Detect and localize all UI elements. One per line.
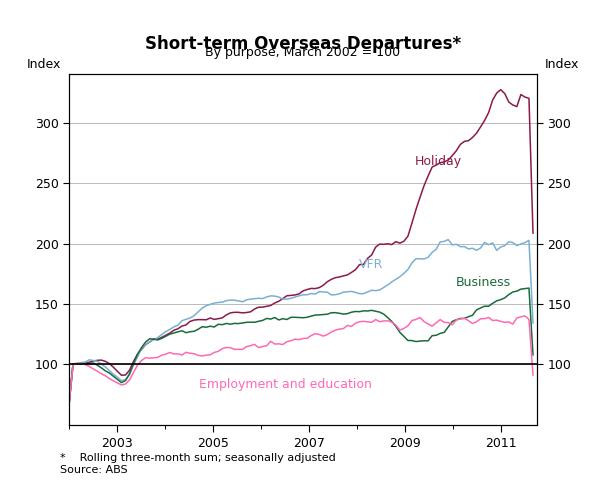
Text: By purpose, March 2002 = 100: By purpose, March 2002 = 100 <box>205 46 401 59</box>
Text: Index: Index <box>545 58 579 71</box>
Text: Business: Business <box>455 276 511 289</box>
Text: Employment and education: Employment and education <box>199 378 371 391</box>
Text: Source: ABS: Source: ABS <box>60 465 128 475</box>
Text: Index: Index <box>27 58 61 71</box>
Text: *    Rolling three-month sum; seasonally adjusted: * Rolling three-month sum; seasonally ad… <box>60 453 336 463</box>
Text: VFR: VFR <box>359 258 384 271</box>
Title: Short-term Overseas Departures*: Short-term Overseas Departures* <box>145 36 461 53</box>
Text: Holiday: Holiday <box>415 155 462 168</box>
